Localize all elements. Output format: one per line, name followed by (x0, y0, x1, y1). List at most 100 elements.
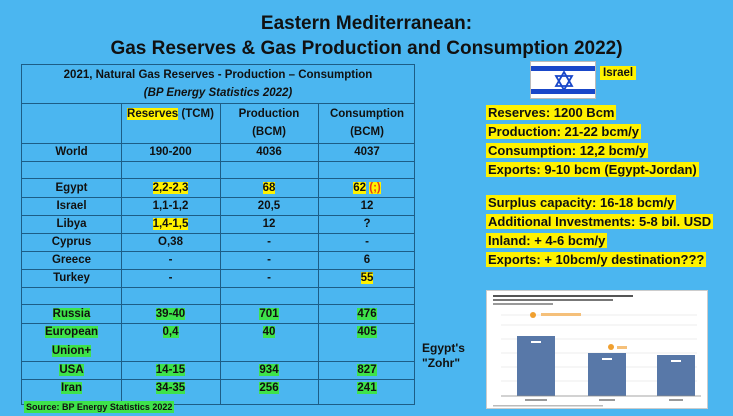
row-consumption: 241 (318, 381, 416, 396)
table-divider (22, 304, 414, 305)
gas-fields-chart-thumbnail (486, 290, 708, 409)
fact-line: Additional Investments: 5-8 bil. USD (486, 212, 714, 231)
row-reserves: - (168, 254, 173, 266)
row-consumption: 6 (363, 254, 371, 266)
table-divider (22, 143, 414, 144)
fact-line: Exports: + 10bcm/y destination??? (486, 250, 713, 269)
row-reserves-value: 2,2-2,3 (152, 182, 189, 194)
row-consumption-value: 241 (357, 382, 377, 394)
row-consumption: 827 (318, 363, 416, 378)
header-reserves: Reserves (TCM) (121, 107, 220, 122)
fact-line: Reserves: 1200 Bcm (486, 103, 699, 122)
row-reserves-value: 39-40 (155, 308, 186, 320)
flag-stripe (531, 66, 595, 71)
fact-text: Surplus capacity: 16-18 bcm/y (486, 195, 677, 210)
column-divider (220, 103, 221, 404)
fact-line: Production: 21-22 bcm/y (486, 122, 699, 141)
source-note: Source: BP Energy Statistics 2022 (24, 401, 175, 413)
row-consumption: 62 (;) (318, 181, 416, 196)
fact-line: Surplus capacity: 16-18 bcm/y (486, 193, 713, 212)
row-consumption-value: 827 (357, 364, 377, 376)
row-production-value: 934 (259, 364, 279, 376)
header-consumption-unit: (BCM) (350, 126, 384, 138)
fact-line: Inland: + 4-6 bcm/y (486, 231, 713, 250)
row-country: Cyprus (51, 236, 92, 248)
row-reserves-value: 34-35 (155, 382, 186, 394)
row-country-value: Russia (52, 308, 91, 320)
table-divider (22, 323, 414, 324)
row-reserves: 2,2-2,3 (121, 181, 220, 196)
row-production: 256 (220, 381, 318, 396)
row-production: 4036 (256, 146, 282, 158)
row-country: European (22, 325, 121, 340)
table-divider (22, 197, 414, 198)
row-country-value: Iran (60, 382, 83, 394)
table-divider (22, 233, 414, 234)
row-country: Union+ (22, 344, 121, 359)
header-production: Production (238, 108, 300, 120)
table-divider (22, 178, 414, 179)
row-production: - (267, 236, 271, 248)
fact-text: Additional Investments: 5-8 bil. USD (486, 214, 714, 229)
row-production: - (267, 272, 271, 284)
table-divider (22, 215, 414, 216)
header-consumption: Consumption (329, 108, 405, 120)
zohr-line1: Egypt's (422, 341, 465, 355)
column-divider (121, 103, 122, 404)
fact-line: Consumption: 12,2 bcm/y (486, 141, 699, 160)
row-production: 40 (220, 325, 318, 340)
row-reserves-value: 0,4 (162, 326, 179, 338)
row-production: 701 (220, 307, 318, 322)
row-consumption-note: (;) (369, 182, 381, 194)
row-consumption: 476 (318, 307, 416, 322)
row-production: 68 (220, 181, 318, 196)
row-country: Greece (51, 254, 91, 266)
table-divider (22, 379, 414, 380)
row-reserves: 1,4-1,5 (121, 217, 220, 232)
gas-data-table: 2021, Natural Gas Reserves - Production … (21, 64, 415, 405)
row-reserves: 1,1-1,2 (152, 200, 189, 212)
row-consumption-value: 55 (360, 272, 374, 284)
row-country: USA (22, 363, 121, 378)
chart-thumbnail-graphic (493, 295, 701, 407)
row-reserves-value: 1,4-1,5 (152, 218, 189, 230)
row-country: Libya (56, 218, 87, 230)
row-reserves: 0,4 (121, 325, 220, 340)
row-production: 12 (262, 218, 276, 230)
slide-title-line1: Eastern Mediterranean: (260, 13, 473, 34)
row-reserves-value: 14-15 (155, 364, 186, 376)
row-consumption: 55 (318, 271, 416, 286)
table-divider (22, 269, 414, 270)
row-consumption-value: 476 (357, 308, 377, 320)
column-divider (318, 103, 319, 404)
row-production: 20,5 (257, 200, 281, 212)
row-country-value: Union+ (51, 345, 92, 357)
row-consumption: ? (363, 218, 371, 230)
row-reserves: 14-15 (121, 363, 220, 378)
fact-text: Exports: 9-10 bcm (Egypt-Jordan) (486, 162, 699, 177)
row-consumption: 12 (360, 200, 374, 212)
table-divider (22, 161, 414, 162)
row-consumption: 4037 (354, 146, 380, 158)
israel-facts-1: Reserves: 1200 Bcm Production: 21-22 bcm… (486, 103, 699, 179)
row-country-value: European (44, 326, 99, 338)
row-country: World (55, 146, 88, 158)
row-production-value: 256 (259, 382, 279, 394)
fact-text: Production: 21-22 bcm/y (486, 124, 641, 139)
row-reserves: 190-200 (149, 146, 192, 158)
table-divider (22, 287, 414, 288)
fact-text: Exports: + 10bcm/y destination??? (486, 252, 707, 267)
row-country: Russia (22, 307, 121, 322)
row-production: 934 (220, 363, 318, 378)
row-reserves: 34-35 (121, 381, 220, 396)
row-production-value: 701 (259, 308, 279, 320)
header-reserves-unit: (TCM) (178, 108, 214, 120)
header-production-unit: (BCM) (252, 126, 286, 138)
row-consumption: - (365, 236, 369, 248)
fact-line: Exports: 9-10 bcm (Egypt-Jordan) (486, 160, 699, 179)
row-country: Egypt (55, 182, 88, 194)
table-subheading: (BP Energy Statistics 2022) (143, 87, 293, 99)
row-reserves: 39-40 (121, 307, 220, 322)
israel-flag-icon (530, 61, 596, 99)
table-divider (22, 103, 414, 104)
